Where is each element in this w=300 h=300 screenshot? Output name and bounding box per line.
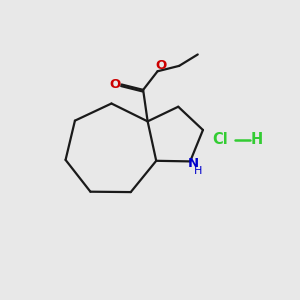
- Text: N: N: [188, 157, 199, 170]
- Text: Cl: Cl: [213, 132, 228, 147]
- Text: H: H: [250, 132, 262, 147]
- Text: O: O: [109, 78, 121, 91]
- Text: H: H: [194, 166, 203, 176]
- Text: O: O: [156, 59, 167, 72]
